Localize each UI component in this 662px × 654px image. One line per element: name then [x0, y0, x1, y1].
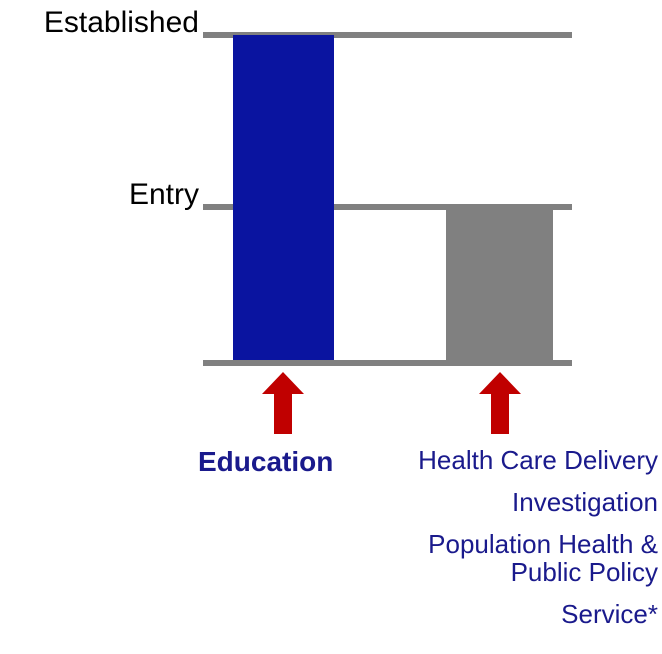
category-label-education: Education	[198, 446, 334, 477]
gridline-established	[203, 32, 572, 38]
bar-other-domains	[446, 207, 553, 360]
y-axis-label-entry: Entry	[128, 178, 199, 211]
y-axis-label-established: Established	[43, 6, 199, 39]
up-arrow-icon	[262, 372, 304, 434]
up-arrow-icon	[479, 372, 521, 434]
category-label-service: Service*	[561, 599, 658, 630]
category-label-investigation: Investigation	[512, 487, 658, 518]
bar-education	[233, 35, 334, 360]
category-label-health-care-delivery: Health Care Delivery	[418, 445, 658, 475]
gridline-entry	[203, 204, 572, 210]
category-label-column: Health Care Delivery Investigation Popul…	[386, 446, 658, 628]
category-label-population-health: Population Health & Public Policy	[428, 529, 658, 588]
gridline-baseline	[203, 360, 572, 366]
